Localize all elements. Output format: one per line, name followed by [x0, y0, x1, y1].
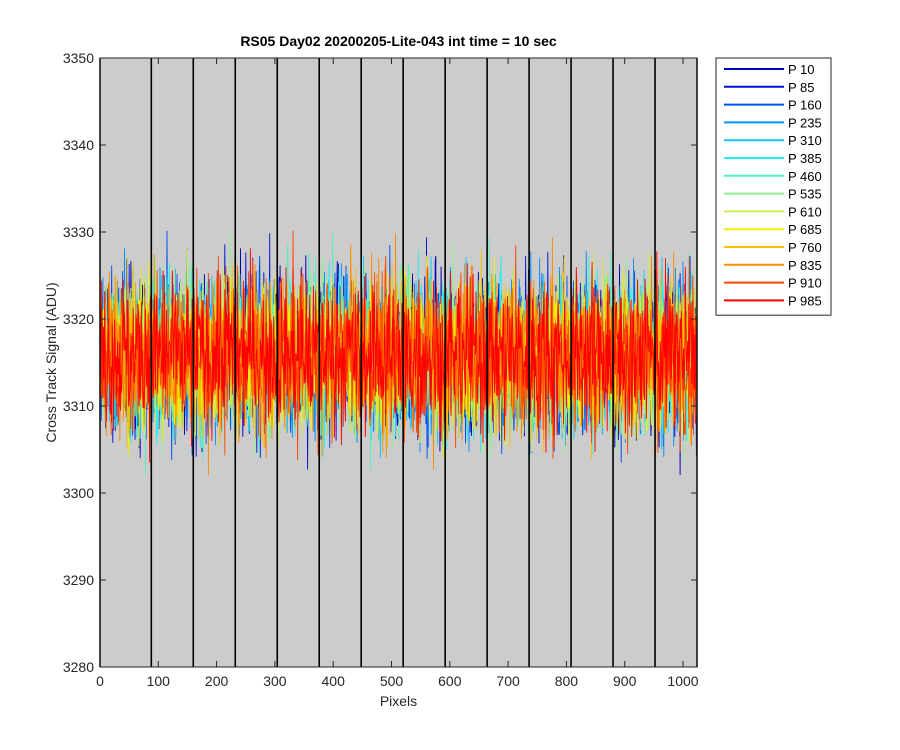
plot-frame	[99, 57, 698, 668]
y-axis-label: Cross Track Signal (ADU)	[43, 282, 59, 442]
series-line-p910	[99, 230, 698, 461]
x-tick-label: 1000	[667, 673, 698, 689]
x-tick-label: 800	[555, 673, 579, 689]
y-tick-label: 3300	[63, 485, 94, 501]
legend-entry-label: P 310	[788, 133, 822, 148]
x-tick-label: 300	[263, 673, 287, 689]
legend-entry-label: P 835	[788, 258, 822, 273]
legend-entry-label: P 535	[788, 187, 822, 202]
x-tick-label: 100	[147, 673, 171, 689]
legend-entry-label: P 985	[788, 293, 822, 308]
x-tick-label: 900	[613, 673, 637, 689]
y-tick-label: 3290	[63, 572, 94, 588]
series-layer	[99, 230, 698, 476]
y-tick-label: 3350	[63, 50, 94, 66]
y-tick-label: 3340	[63, 137, 94, 153]
legend-entry-label: P 10	[788, 62, 815, 77]
legend-entry-label: P 460	[788, 169, 822, 184]
x-tick-label: 600	[438, 673, 462, 689]
legend-entry-label: P 85	[788, 80, 815, 95]
legend-box	[715, 57, 832, 316]
x-tick-label: 0	[96, 673, 104, 689]
chart-title: RS05 Day02 20200205-Lite-043 int time = …	[240, 33, 557, 49]
legend-entry-label: P 760	[788, 240, 822, 255]
legend-entry-label: P 610	[788, 204, 822, 219]
x-axis: 0 100 200 300 400 500 600 700 800 900 1000	[96, 58, 699, 689]
legend-entry-label: P 685	[788, 222, 822, 237]
x-tick-label: 200	[205, 673, 229, 689]
legend-entry-label: P 910	[788, 276, 822, 291]
y-tick-label: 3320	[63, 311, 94, 327]
legend-entry-label: P 385	[788, 151, 822, 166]
x-tick-label: 400	[322, 673, 346, 689]
x-tick-label: 500	[380, 673, 404, 689]
x-axis-label: Pixels	[380, 693, 417, 709]
y-tick-label: 3330	[63, 224, 94, 240]
series-line-p985	[99, 248, 698, 463]
x-tick-label: 700	[496, 673, 520, 689]
y-axis: 3280 3290 3300 3310 3320 3330 3340 3350	[63, 50, 697, 675]
y-tick-label: 3280	[63, 659, 94, 675]
legend-entry-label: P 235	[788, 115, 822, 130]
legend-entry-label: P 160	[788, 98, 822, 113]
y-tick-label: 3310	[63, 398, 94, 414]
legend: P 10 P 85 P 160 P 235 P 310 P 385 P 460 P 535 P …	[715, 57, 832, 316]
